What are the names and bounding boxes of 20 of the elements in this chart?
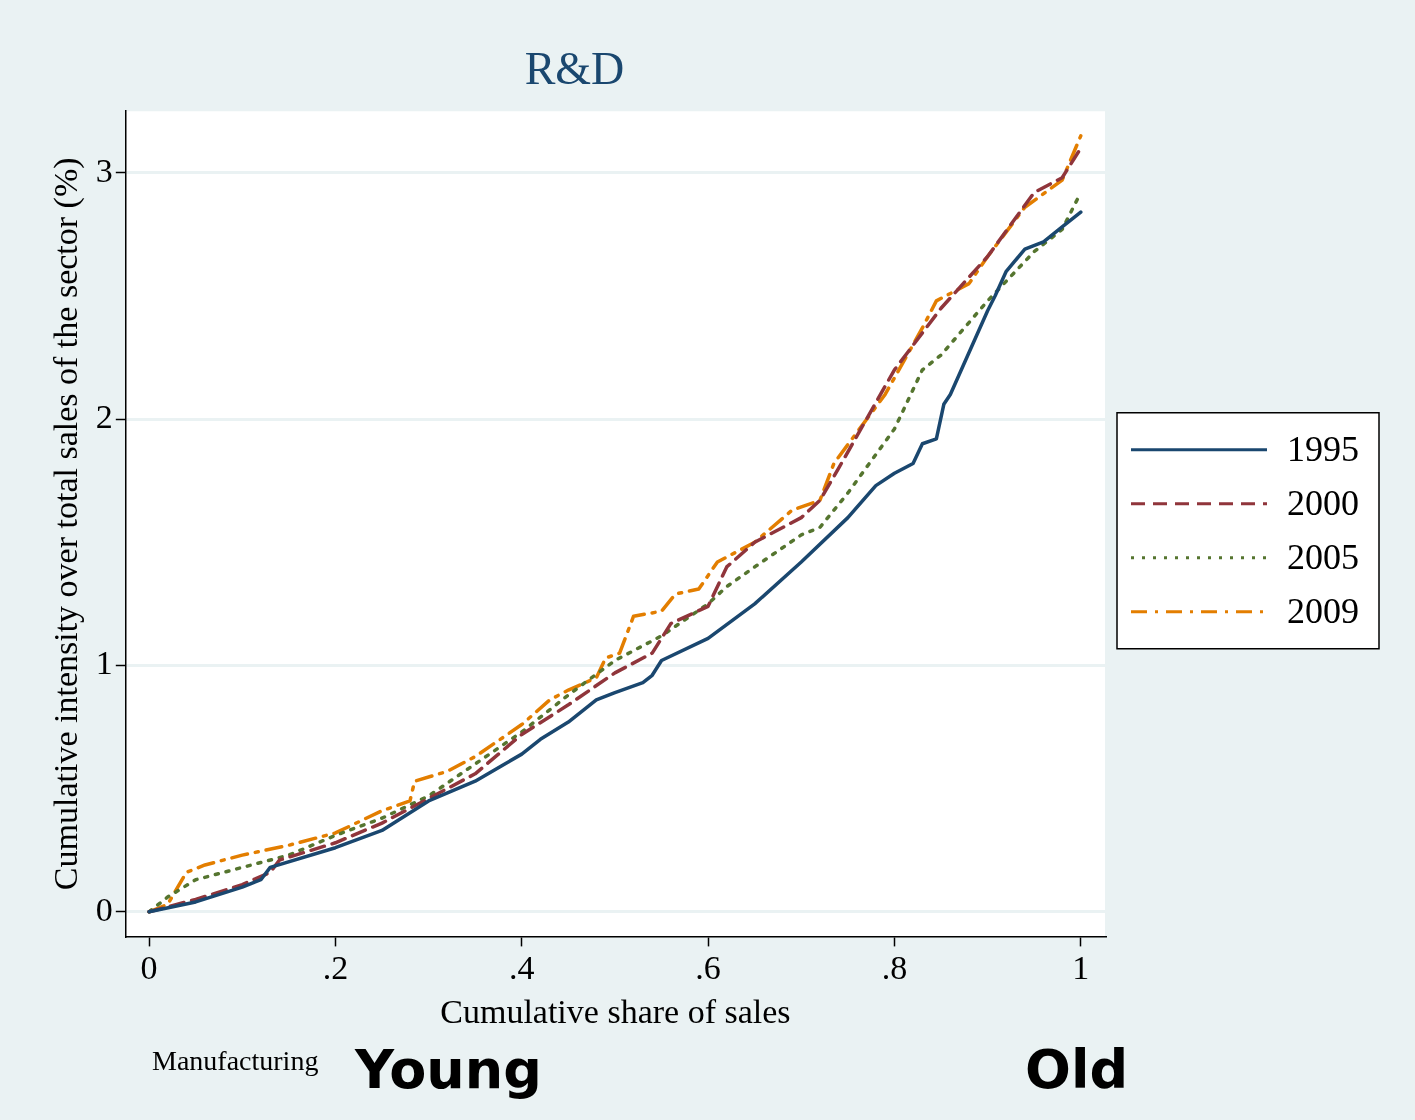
legend-label: 2005 [1287,537,1359,578]
x-tick-label: .6 [695,948,721,986]
legend-label: 2000 [1287,483,1359,524]
legend-label: 1995 [1287,429,1359,470]
x-tick-label: .4 [509,948,535,986]
x-axis-title: Cumulative share of sales [440,992,791,1030]
x-tick-label: 0 [140,948,158,986]
y-tick-label: 1 [95,644,113,682]
y-axis-title: Cumulative intensity over total sales of the sector (%) [47,157,86,891]
chart-title: R&D [524,42,625,94]
y-tick-label: 3 [95,151,113,189]
x-tick-label: .8 [881,948,908,986]
text: Manufacturing [152,1045,319,1077]
x-tick-label: .2 [322,948,349,986]
y-tick-label: 0 [95,890,113,928]
legend-label: 2009 [1287,591,1359,632]
text: Young [355,1038,542,1101]
x-tick-label: 1 [1072,948,1090,986]
y-tick-label: 2 [95,398,113,436]
text: Old [1025,1038,1129,1101]
